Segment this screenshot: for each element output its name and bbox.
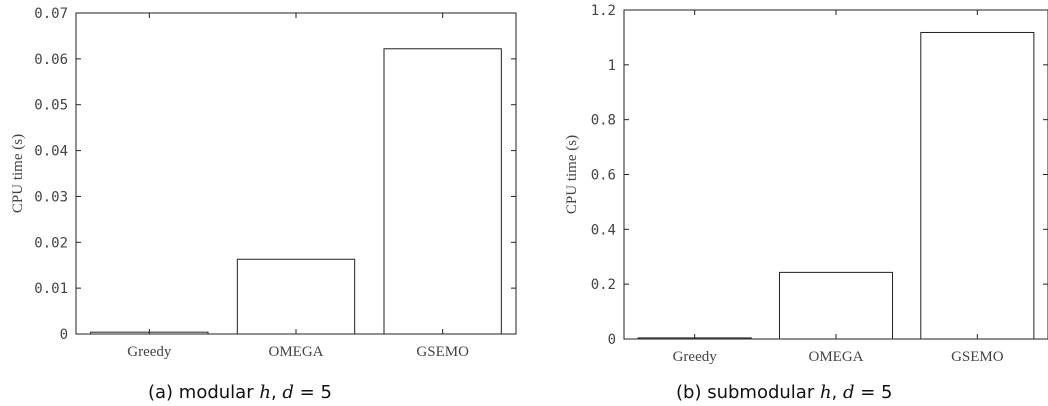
y-axis-label: CPU time (s) [564,135,580,214]
caption-a: (a) modular h, d = 5 [148,382,332,403]
y-tick-label: 0.4 [591,222,616,238]
bar-gsemo [383,48,502,335]
bar-chart-a: 0 0.01 0.02 0.03 0.04 0.05 0.06 0.07 Greedy OMEGA… [10,6,517,360]
y-tick-label: 1 [608,58,616,74]
y-tick-label: 0.6 [591,168,616,184]
x-category-label: GSEMO [951,349,1004,365]
y-tick-label: 1.2 [591,3,616,19]
x-category-label: OMEGA [809,349,864,365]
bar-chart-b: 0 0.2 0.4 0.6 0.8 1 1.2 Greedy OMEGA GSEMO CPU tim… [564,3,1048,365]
bar-omega [236,258,356,335]
x-category-label: Greedy [673,349,718,365]
bar-omega [778,271,894,340]
y-tick-label: 0.01 [34,281,68,297]
y-tick-label: 0 [60,327,68,343]
y-tick-label: 0.02 [34,235,68,251]
x-category-label: GSEMO [416,344,469,360]
y-tick-label: 0.05 [34,98,68,114]
x-category-label: Greedy [127,344,172,360]
y-tick-label: 0.07 [34,6,68,22]
y-tick-label: 0.06 [34,52,68,68]
y-tick-label: 0.8 [591,113,616,129]
y-tick-label: 0.03 [34,189,68,205]
x-category-label: OMEGA [269,344,324,360]
caption-b: (b) submodular h, d = 5 [676,382,893,403]
y-tick-label: 0.04 [34,144,68,160]
y-tick-label: 0 [608,332,616,348]
chart-panel-a: 0 0.01 0.02 0.03 0.04 0.05 0.06 0.07 Greedy OMEGA… [10,6,517,403]
y-tick-label: 0.2 [591,277,616,293]
bar-gsemo [920,31,1035,340]
y-axis-label: CPU time (s) [10,134,26,213]
chart-panel-b: 0 0.2 0.4 0.6 0.8 1 1.2 Greedy OMEGA GSEMO CPU tim… [524,0,1048,406]
